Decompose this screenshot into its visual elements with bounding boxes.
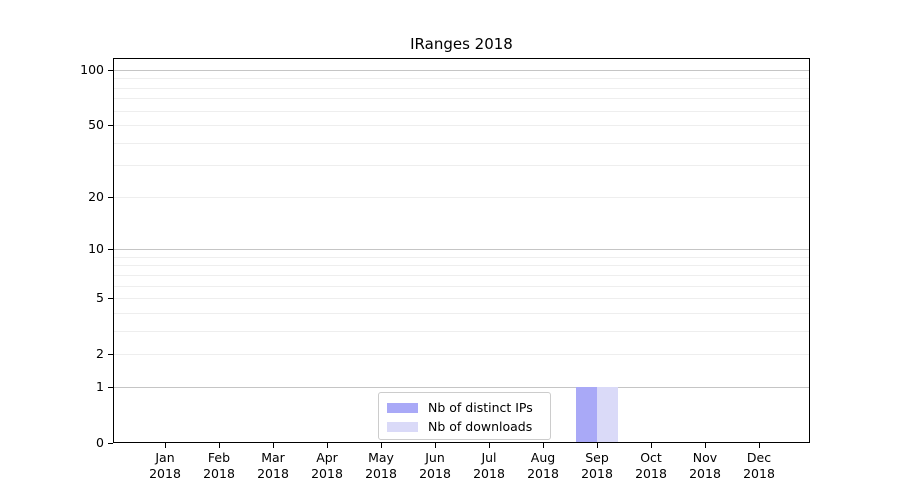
y-tick-mark xyxy=(108,386,113,388)
x-tick-mark xyxy=(543,443,544,448)
plot-area xyxy=(113,58,810,443)
legend: Nb of distinct IPs Nb of downloads xyxy=(378,392,551,440)
chart-title: IRanges 2018 xyxy=(410,35,513,53)
month-label: Oct xyxy=(640,450,662,465)
year-label: 2018 xyxy=(257,466,289,481)
year-label: 2018 xyxy=(365,466,397,481)
year-label: 2018 xyxy=(419,466,451,481)
y-tick-label: 50 xyxy=(88,117,104,133)
month-label: Mar xyxy=(261,450,285,465)
year-label: 2018 xyxy=(635,466,667,481)
x-tick-mark xyxy=(759,443,760,448)
month-label: Apr xyxy=(316,450,338,465)
x-tick-label-apr: Apr 2018 xyxy=(299,450,355,482)
y-tick-label: 2 xyxy=(96,346,104,362)
x-tick-mark xyxy=(381,443,382,448)
year-label: 2018 xyxy=(473,466,505,481)
legend-item: Nb of distinct IPs xyxy=(387,398,542,417)
x-tick-label-jun: Jun 2018 xyxy=(407,450,463,482)
x-tick-label-nov: Nov 2018 xyxy=(677,450,733,482)
month-label: Aug xyxy=(530,450,556,465)
minor-gridline xyxy=(114,87,809,89)
year-label: 2018 xyxy=(581,466,613,481)
y-tick-label: 20 xyxy=(88,188,104,204)
minor-gridline xyxy=(114,256,809,258)
minor-gridline xyxy=(114,330,809,332)
x-tick-mark xyxy=(219,443,220,448)
x-tick-mark xyxy=(273,443,274,448)
y-tick-label: 0 xyxy=(96,435,104,450)
y-tick-label: 1 xyxy=(96,378,104,394)
minor-gridline xyxy=(114,125,809,127)
minor-gridline xyxy=(114,312,809,314)
minor-gridline xyxy=(114,165,809,167)
month-label: Feb xyxy=(207,450,231,465)
x-tick-label-feb: Feb 2018 xyxy=(191,450,247,482)
bar-sep-series-1 xyxy=(597,386,618,442)
month-label: Nov xyxy=(692,450,718,465)
minor-gridline xyxy=(114,142,809,144)
x-tick-label-oct: Oct 2018 xyxy=(623,450,679,482)
x-tick-label-aug: Aug 2018 xyxy=(515,450,571,482)
year-label: 2018 xyxy=(689,466,721,481)
x-tick-label-dec: Dec 2018 xyxy=(731,450,787,482)
minor-gridline xyxy=(114,196,809,198)
x-tick-label-jul: Jul 2018 xyxy=(461,450,517,482)
legend-swatch xyxy=(387,402,418,413)
y-tick-mark xyxy=(108,249,113,251)
x-tick-mark xyxy=(705,443,706,448)
x-tick-label-mar: Mar 2018 xyxy=(245,450,301,482)
major-gridline xyxy=(114,70,809,71)
year-label: 2018 xyxy=(527,466,559,481)
month-label: Jul xyxy=(481,450,497,465)
x-tick-mark xyxy=(165,443,166,448)
month-label: May xyxy=(368,450,394,465)
legend-label: Nb of distinct IPs xyxy=(428,400,533,415)
y-tick-label: 100 xyxy=(80,62,104,77)
minor-gridline xyxy=(114,354,809,356)
minor-gridline xyxy=(114,78,809,80)
x-tick-mark xyxy=(435,443,436,448)
minor-gridline xyxy=(114,110,809,112)
y-tick-label: 5 xyxy=(96,290,104,306)
major-gridline xyxy=(114,386,809,388)
year-label: 2018 xyxy=(743,466,775,481)
minor-gridline xyxy=(114,265,809,267)
legend-label: Nb of downloads xyxy=(428,419,533,434)
legend-swatch xyxy=(387,421,418,432)
minor-gridline xyxy=(114,285,809,287)
x-tick-mark xyxy=(651,443,652,448)
minor-gridline xyxy=(114,274,809,276)
month-label: Jun xyxy=(425,450,445,465)
minor-gridline xyxy=(114,98,809,100)
x-tick-label-jan: Jan 2018 xyxy=(137,450,193,482)
x-tick-mark xyxy=(489,443,490,448)
y-tick-mark xyxy=(108,298,113,300)
minor-gridline xyxy=(114,298,809,300)
y-tick-mark xyxy=(108,196,113,198)
year-label: 2018 xyxy=(311,466,343,481)
x-tick-mark xyxy=(327,443,328,448)
year-label: 2018 xyxy=(203,466,235,481)
month-label: Sep xyxy=(585,450,609,465)
month-label: Dec xyxy=(746,450,772,465)
major-gridline xyxy=(114,249,809,251)
month-label: Jan xyxy=(155,450,175,465)
x-tick-label-may: May 2018 xyxy=(353,450,409,482)
legend-item: Nb of downloads xyxy=(387,417,542,436)
y-tick-mark xyxy=(108,443,113,444)
x-tick-label-sep: Sep 2018 xyxy=(569,450,625,482)
bar-sep-series-0 xyxy=(576,386,597,442)
y-tick-mark xyxy=(108,125,113,127)
year-label: 2018 xyxy=(149,466,181,481)
y-tick-label: 10 xyxy=(88,241,104,257)
y-tick-mark xyxy=(108,70,113,71)
x-tick-mark xyxy=(597,443,598,448)
y-tick-mark xyxy=(108,354,113,356)
